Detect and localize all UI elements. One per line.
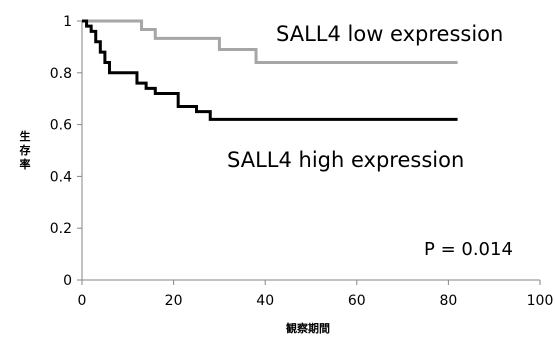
- y-tick-label: 0.2: [50, 221, 72, 237]
- y-tick-label: 0.4: [50, 169, 72, 185]
- y-tick-label: 0.8: [50, 66, 72, 82]
- x-tick-label: 40: [256, 293, 274, 309]
- x-axis-title: 観察期間: [286, 321, 330, 335]
- series-line-low: [82, 19, 458, 64]
- series-layer: [82, 19, 458, 121]
- y-tick-label: 0: [63, 273, 72, 289]
- x-tick-label: 100: [527, 293, 554, 309]
- p-value-annotation: P = 0.014: [424, 239, 513, 260]
- x-tick-label: 20: [165, 293, 183, 309]
- x-tick-label: 80: [439, 293, 457, 309]
- series-label-high: SALL4 high expression: [227, 148, 464, 172]
- series-label-low: SALL4 low expression: [276, 22, 503, 46]
- series-line-high: [82, 19, 458, 121]
- y-tick-label: 0.6: [50, 118, 72, 134]
- y-axis-title: 生存率: [20, 129, 31, 171]
- label-layer: SALL4 low expression SALL4 high expressi…: [227, 22, 513, 335]
- x-tick-label: 60: [348, 293, 366, 309]
- axes-layer: 0 0.2 0.4 0.6 0.8 1 0 20 40 60 80 100 生存率: [20, 14, 554, 309]
- x-tick-label: 0: [78, 293, 87, 309]
- y-tick-label: 1: [63, 14, 72, 30]
